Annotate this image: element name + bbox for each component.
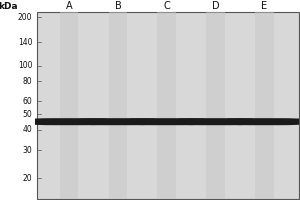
FancyBboxPatch shape	[129, 118, 205, 125]
Text: 40: 40	[23, 125, 32, 134]
FancyBboxPatch shape	[60, 12, 78, 199]
FancyBboxPatch shape	[80, 118, 156, 125]
Text: E: E	[261, 1, 268, 11]
FancyBboxPatch shape	[109, 12, 127, 199]
FancyBboxPatch shape	[226, 118, 300, 125]
Text: 50: 50	[23, 110, 32, 119]
Text: 60: 60	[23, 97, 32, 106]
FancyBboxPatch shape	[206, 12, 225, 199]
Text: kDa: kDa	[0, 2, 18, 11]
Text: C: C	[164, 1, 170, 11]
Text: 200: 200	[18, 13, 32, 22]
Text: 140: 140	[18, 38, 32, 47]
Text: D: D	[212, 1, 219, 11]
FancyBboxPatch shape	[178, 118, 254, 125]
Text: 80: 80	[23, 77, 32, 86]
FancyBboxPatch shape	[158, 12, 176, 199]
FancyBboxPatch shape	[37, 12, 298, 199]
FancyBboxPatch shape	[255, 12, 274, 199]
Text: 100: 100	[18, 61, 32, 70]
Text: 20: 20	[23, 174, 32, 183]
FancyBboxPatch shape	[31, 118, 107, 125]
Text: 30: 30	[23, 146, 32, 155]
Text: A: A	[66, 1, 72, 11]
Text: B: B	[115, 1, 121, 11]
